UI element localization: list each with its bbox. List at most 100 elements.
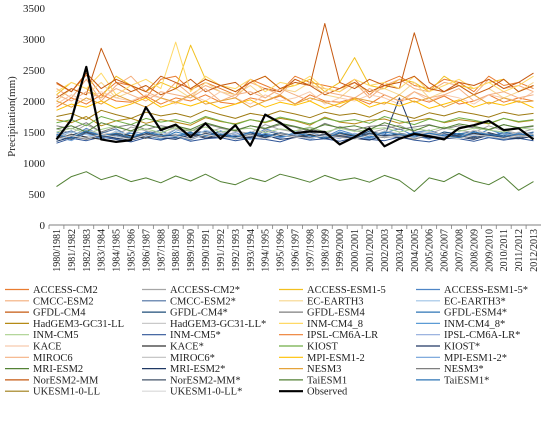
x-tick-label: 1988/1989 [171, 229, 182, 272]
x-tick-label: 1989/1990 [186, 229, 197, 272]
legend-label: GFDL-ESM4* [444, 308, 507, 319]
legend-label: HadGEM3-GC31-LL* [170, 319, 266, 330]
legend-item: MRI-ESM2* [142, 364, 225, 375]
y-tick-label: 1000 [23, 158, 46, 170]
x-tick-label: 2009/2010 [484, 229, 495, 272]
legend-label: NESM3 [307, 364, 341, 375]
legend-item: MPI-ESM1-2* [416, 353, 507, 364]
legend-item: IPSL-CM6A-LR* [416, 330, 520, 341]
legend-label: INM-CM4_8 [307, 319, 363, 330]
legend-label: UKESM1-0-LL* [170, 387, 242, 398]
x-tick-label: 1990/1991 [201, 229, 212, 272]
x-tick-label: 1981/1982 [67, 229, 78, 272]
series-line-inm-cm4-8 [56, 41, 534, 96]
x-tick-label: 1980/1981 [52, 229, 63, 272]
legend-item: NorESM2-MM* [142, 375, 241, 386]
y-tick-label: 3500 [23, 3, 46, 15]
x-tick-label: 1985/1986 [127, 229, 138, 272]
legend-label: MIROC6 [33, 353, 73, 364]
legend-item: INM-CM4_8 [279, 319, 363, 330]
legend-label: INM-CM5 [33, 330, 79, 341]
x-tick-label: 1983/1984 [97, 229, 108, 272]
series-line-gfdl-cm4 [56, 32, 534, 99]
legend-item: UKESM1-0-LL* [142, 387, 242, 398]
legend-label: NESM3* [444, 364, 484, 375]
legend-label: MPI-ESM1-2* [444, 353, 507, 364]
legend-label: TaiESM1* [444, 375, 489, 386]
legend-item: INM-CM5 [5, 330, 79, 341]
series-line-miroc6 [56, 88, 534, 102]
legend-label: INM-CM4_8* [444, 319, 505, 330]
legend-item: EC-EARTH3* [416, 296, 506, 307]
legend-item: NorESM2-MM [5, 375, 99, 386]
series-line-taiesm1 [56, 171, 534, 192]
legend-label: MIROC6* [170, 353, 215, 364]
x-tick-label: 2001/2002 [365, 229, 376, 272]
legend-label: NorESM2-MM [33, 375, 99, 386]
series-line-gfdl-esm4 [56, 122, 534, 133]
legend-label: IPSL-CM6A-LR* [444, 330, 520, 341]
legend-label: IPSL-CM6A-LR [307, 330, 378, 341]
legend-item: GFDL-CM4* [142, 308, 228, 319]
legend-label: MPI-ESM1-2 [307, 353, 365, 364]
legend-item: KACE [5, 342, 62, 353]
legend-item: INM-CM5* [142, 330, 221, 341]
series-line-hadgem3-gc31-ll [56, 116, 534, 127]
legend-label: GFDL-CM4* [170, 308, 228, 319]
x-tick-label: 2007/2008 [455, 229, 466, 272]
x-tick-label: 1996/1997 [291, 229, 302, 272]
x-tick-labels: 1980/1981 1981/1982 1982/1983 1983/1984 1984… [48, 225, 540, 272]
x-tick-label: 1992/1993 [231, 229, 242, 272]
legend-label: ACCESS-ESM1-5* [444, 285, 528, 296]
y-tick-label: 2000 [23, 96, 46, 108]
legend-label: CMCC-ESM2 [33, 296, 94, 307]
legend-label: EC-EARTH3* [444, 296, 506, 307]
legend-item: CMCC-ESM2 [5, 296, 94, 307]
x-tick-label: 1991/1992 [216, 229, 227, 272]
x-tick-label: 1984/1985 [112, 229, 123, 272]
x-tick-label: 1993/1994 [246, 229, 257, 272]
legend-label: Observed [307, 387, 348, 398]
y-tick-label: 2500 [23, 65, 46, 77]
legend-label: ACCESS-CM2 [33, 285, 98, 296]
x-tick-label: 2006/2007 [440, 229, 451, 272]
x-tick-label: 1987/1988 [156, 229, 167, 272]
legend-item: GFDL-ESM4* [416, 308, 507, 319]
x-tick-label: 2010/2011 [499, 229, 510, 271]
legend-label: UKESM1-0-LL [33, 387, 100, 398]
legend-item: MIROC6 [5, 353, 73, 364]
x-tick-label: 1997/1998 [305, 229, 316, 272]
x-tick-label: 2011/2012 [514, 229, 525, 271]
legend-item: MIROC6* [142, 353, 215, 364]
x-tick-label: 2002/2003 [380, 229, 391, 272]
axes: 0 500 1000 1500 2000 2500 3000 3500 Precipitatio… [6, 3, 541, 232]
legend-label: KACE [33, 342, 62, 353]
legend-label: CMCC-ESM2* [170, 296, 236, 307]
x-tick-label: 1999/2000 [335, 229, 346, 272]
legend-label: ACCESS-ESM1-5 [307, 285, 386, 296]
legend-item: ACCESS-CM2* [142, 285, 240, 296]
legend-item: CMCC-ESM2* [142, 296, 236, 307]
y-tick-label: 3000 [23, 34, 46, 46]
series-line-noresm2-mm- [56, 132, 534, 140]
legend-item: MPI-ESM1-2 [279, 353, 365, 364]
x-tick-label: 2003/2004 [395, 229, 406, 272]
legend-item: ACCESS-ESM1-5* [416, 285, 528, 296]
x-tick-label: 1982/1983 [82, 229, 93, 272]
legend-item: TaiESM1* [416, 375, 489, 386]
legend-item: UKESM1-0-LL [5, 387, 100, 398]
x-tick-label: 1986/1987 [141, 229, 152, 272]
legend-item: EC-EARTH3 [279, 296, 364, 307]
series-line-observed [55, 65, 535, 148]
x-tick-label: 2008/2009 [469, 229, 480, 272]
legend-label: KIOST* [444, 342, 480, 353]
legend-item: KIOST* [416, 342, 480, 353]
legend-label: NorESM2-MM* [170, 375, 241, 386]
y-axis-label: Precipitation(mm) [6, 76, 18, 157]
legend-label: GFDL-CM4 [33, 308, 86, 319]
series-line-kiost [56, 116, 534, 127]
y-tick-label: 500 [29, 189, 46, 201]
legend-item: ACCESS-CM2 [5, 285, 98, 296]
legend-item: HadGEM3-GC31-LL* [142, 319, 266, 330]
x-tick-label: 1994/1995 [261, 229, 272, 272]
